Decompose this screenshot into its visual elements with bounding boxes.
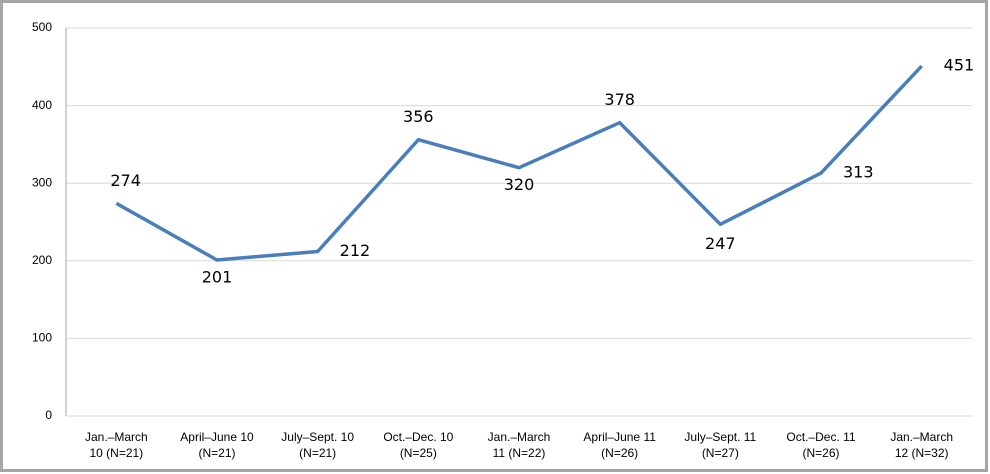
x-tick-label-line: July–Sept. 11: [684, 430, 756, 444]
x-tick-label: Oct.–Dec. 11 (N=26): [786, 430, 855, 460]
data-label: 201: [202, 268, 233, 287]
data-line: [115, 64, 923, 262]
x-tick-label-line: April–June 10: [180, 430, 254, 444]
x-tick-label: July–Sept. 10 (N=21): [281, 430, 354, 460]
y-tick-label: 200: [32, 253, 52, 267]
x-tick-label: April–June 11 (N=26): [583, 430, 656, 460]
x-tick-label: Jan.–March 10 (N=21): [85, 430, 148, 460]
x-tick-label: Oct.–Dec. 10 (N=25): [383, 430, 453, 460]
y-tick-label: 300: [32, 175, 52, 189]
x-tick-label-line: (N=25): [400, 446, 437, 460]
x-tick-label-line: Oct.–Dec. 10: [383, 430, 453, 444]
x-tick-label-line: 11 (N=22): [493, 446, 546, 460]
x-tick-label: July–Sept. 11 (N=27): [684, 430, 756, 460]
data-label: 212: [340, 241, 371, 260]
x-tick-label-line: Jan.–March: [890, 430, 953, 444]
x-tick-label-line: Jan.–March: [85, 430, 148, 444]
data-label: 451: [944, 56, 975, 75]
x-tick-label-line: 10 (N=21): [89, 446, 143, 460]
y-tick-label: 400: [32, 98, 52, 112]
x-tick-label-line: (N=26): [802, 446, 839, 460]
x-tick-label-line: Oct.–Dec. 11: [786, 430, 855, 444]
x-tick-label-line: (N=21): [198, 446, 235, 460]
x-tick-label: April–June 10 (N=21): [180, 430, 254, 460]
data-label: 313: [843, 163, 874, 182]
x-tick-label-line: Jan.–March: [488, 430, 551, 444]
data-label: 320: [504, 175, 535, 194]
y-tick-label: 500: [32, 20, 52, 34]
data-label: 378: [604, 90, 635, 109]
y-tick-label: 0: [45, 408, 52, 422]
x-tick-label-line: (N=27): [702, 446, 739, 460]
x-tick-label-line: April–June 11: [583, 430, 656, 444]
x-tick-label: Jan.–March 11 (N=22): [488, 430, 551, 460]
x-tick-label-line: July–Sept. 10: [281, 430, 354, 444]
data-label: 247: [705, 234, 736, 253]
x-tick-label-line: (N=21): [299, 446, 336, 460]
y-tick-label: 100: [32, 331, 52, 345]
x-tick-label-line: (N=26): [601, 446, 638, 460]
x-tick-label-line: 12 (N=32): [895, 446, 949, 460]
data-label: 356: [403, 107, 434, 126]
x-tick-label: Jan.–March 12 (N=32): [890, 430, 953, 460]
data-label: 274: [110, 171, 141, 190]
